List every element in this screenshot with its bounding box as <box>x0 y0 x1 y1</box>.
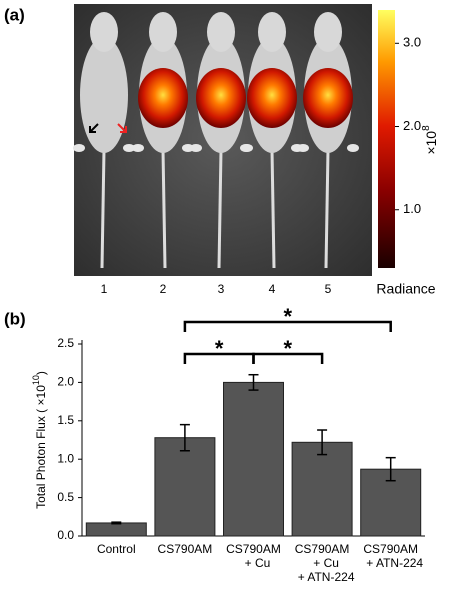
mouse-tail <box>161 149 167 269</box>
mouse-head <box>314 12 342 52</box>
mouse-paw <box>190 144 202 152</box>
mouse-label: 2 <box>160 282 167 296</box>
mouse-tail <box>270 149 276 269</box>
x-tick-label: Control <box>97 542 136 556</box>
significance-star: * <box>284 336 293 361</box>
x-tick-label: + Cu <box>313 556 339 570</box>
bar <box>223 381 284 537</box>
mouse-paw <box>73 144 85 152</box>
x-tick-label: CS790AM <box>158 542 213 556</box>
panel-label: (b) <box>4 309 26 328</box>
x-tick-label: + Cu <box>245 556 271 570</box>
y-label-text: Total Photon Flux ( ×10 <box>34 385 48 509</box>
y-tick-label: 0.0 <box>57 528 74 542</box>
mouse-label: 3 <box>218 282 225 296</box>
mouse-paw <box>132 144 144 152</box>
mouse-tail <box>324 149 330 269</box>
significance-star: * <box>284 304 293 329</box>
panel-label: (a) <box>4 5 25 24</box>
arrow <box>117 123 127 133</box>
multiplier: ×10 <box>423 131 439 155</box>
y-tick-label: 1.0 <box>57 451 74 465</box>
x-tick-label: + ATN-224 <box>298 570 355 584</box>
signal <box>247 68 297 128</box>
mouse-label: 5 <box>325 282 332 296</box>
colorbar-multiplier: ×108 <box>421 125 439 155</box>
x-tick-label: + ATN-224 <box>366 556 423 570</box>
significance-bracket <box>252 352 324 364</box>
bar <box>85 522 147 537</box>
signal <box>196 68 246 128</box>
mouse-label: 1 <box>101 282 108 296</box>
mice <box>73 12 359 269</box>
x-tick-label: CS790AM <box>363 542 418 556</box>
mouse-tail <box>100 149 106 269</box>
y-label-exponent: 10 <box>31 375 41 385</box>
mouse-head <box>258 12 286 52</box>
signal <box>303 68 353 128</box>
significance-bracket <box>183 320 392 332</box>
mouse-label: 4 <box>269 282 276 296</box>
colorbar-tick-label: 1.0 <box>403 201 421 216</box>
y-tick-label: 0.5 <box>57 490 74 504</box>
y-axis-label: Total Photon Flux ( ×1010) <box>31 371 48 509</box>
mouse-head <box>207 12 235 52</box>
colorbar-tick-label: 3.0 <box>403 35 421 50</box>
y-label-suffix: ) <box>34 371 48 375</box>
mouse-paw <box>241 144 253 152</box>
arrow <box>89 123 99 133</box>
y-tick-label: 2.0 <box>57 375 74 389</box>
mouse-head <box>149 12 177 52</box>
mouse-body <box>80 37 128 153</box>
mouse-tail <box>217 149 223 269</box>
colorbar-tick-label: 2.0 <box>403 118 421 133</box>
y-tick-label: 2.5 <box>57 336 74 350</box>
mouse-head <box>90 12 118 52</box>
bar <box>154 437 216 537</box>
colorbar-title: Radiance <box>376 281 435 297</box>
significance-star: * <box>215 336 224 361</box>
mouse-paw <box>347 144 359 152</box>
x-tick-label: CS790AM <box>226 542 281 556</box>
colorbar <box>378 10 395 268</box>
mouse-paw <box>123 144 135 152</box>
mouse-paw <box>297 144 309 152</box>
y-tick-label: 1.5 <box>57 413 74 427</box>
x-tick-label: CS790AM <box>295 542 350 556</box>
signal <box>138 68 188 128</box>
bar <box>291 441 353 537</box>
exponent: 8 <box>421 125 432 131</box>
